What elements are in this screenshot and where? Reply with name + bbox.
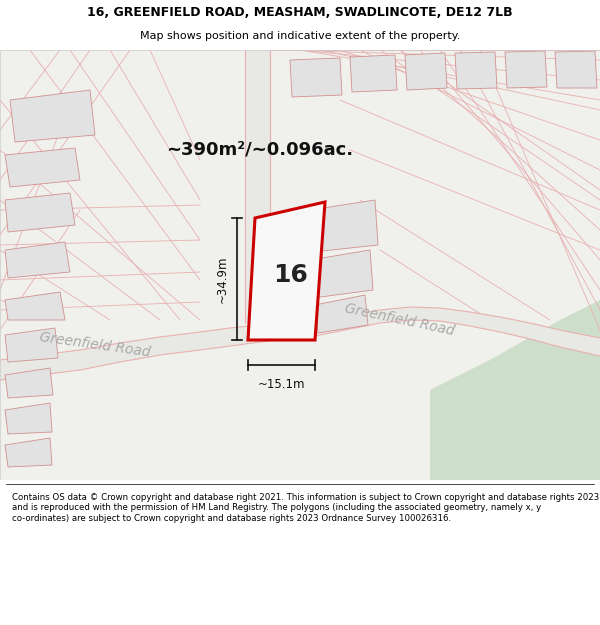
Polygon shape — [405, 53, 447, 90]
Polygon shape — [5, 438, 52, 467]
Polygon shape — [10, 90, 95, 142]
Text: Greenfield Road: Greenfield Road — [344, 301, 456, 339]
Polygon shape — [555, 51, 597, 88]
Polygon shape — [310, 200, 378, 252]
Text: 16, GREENFIELD ROAD, MEASHAM, SWADLINCOTE, DE12 7LB: 16, GREENFIELD ROAD, MEASHAM, SWADLINCOT… — [87, 6, 513, 19]
Polygon shape — [5, 242, 70, 278]
Polygon shape — [248, 202, 325, 340]
Polygon shape — [5, 148, 80, 187]
Polygon shape — [5, 368, 53, 398]
Polygon shape — [0, 307, 600, 380]
Polygon shape — [290, 58, 342, 97]
Polygon shape — [455, 52, 497, 89]
Text: ~34.9m: ~34.9m — [216, 255, 229, 302]
Polygon shape — [5, 193, 75, 232]
Polygon shape — [5, 292, 65, 320]
Text: Contains OS data © Crown copyright and database right 2021. This information is : Contains OS data © Crown copyright and d… — [12, 493, 599, 523]
Polygon shape — [505, 51, 547, 88]
Polygon shape — [0, 50, 600, 480]
Polygon shape — [430, 300, 600, 480]
Text: Map shows position and indicative extent of the property.: Map shows position and indicative extent… — [140, 31, 460, 41]
Polygon shape — [245, 50, 270, 323]
Polygon shape — [315, 295, 368, 333]
Polygon shape — [350, 55, 397, 92]
Polygon shape — [5, 403, 52, 434]
Text: ~390m²/~0.096ac.: ~390m²/~0.096ac. — [166, 141, 353, 159]
Polygon shape — [5, 328, 58, 362]
Text: 16: 16 — [274, 263, 308, 287]
Text: Greenfield Road: Greenfield Road — [38, 330, 151, 360]
Text: ~15.1m: ~15.1m — [258, 378, 305, 391]
Polygon shape — [310, 250, 373, 298]
